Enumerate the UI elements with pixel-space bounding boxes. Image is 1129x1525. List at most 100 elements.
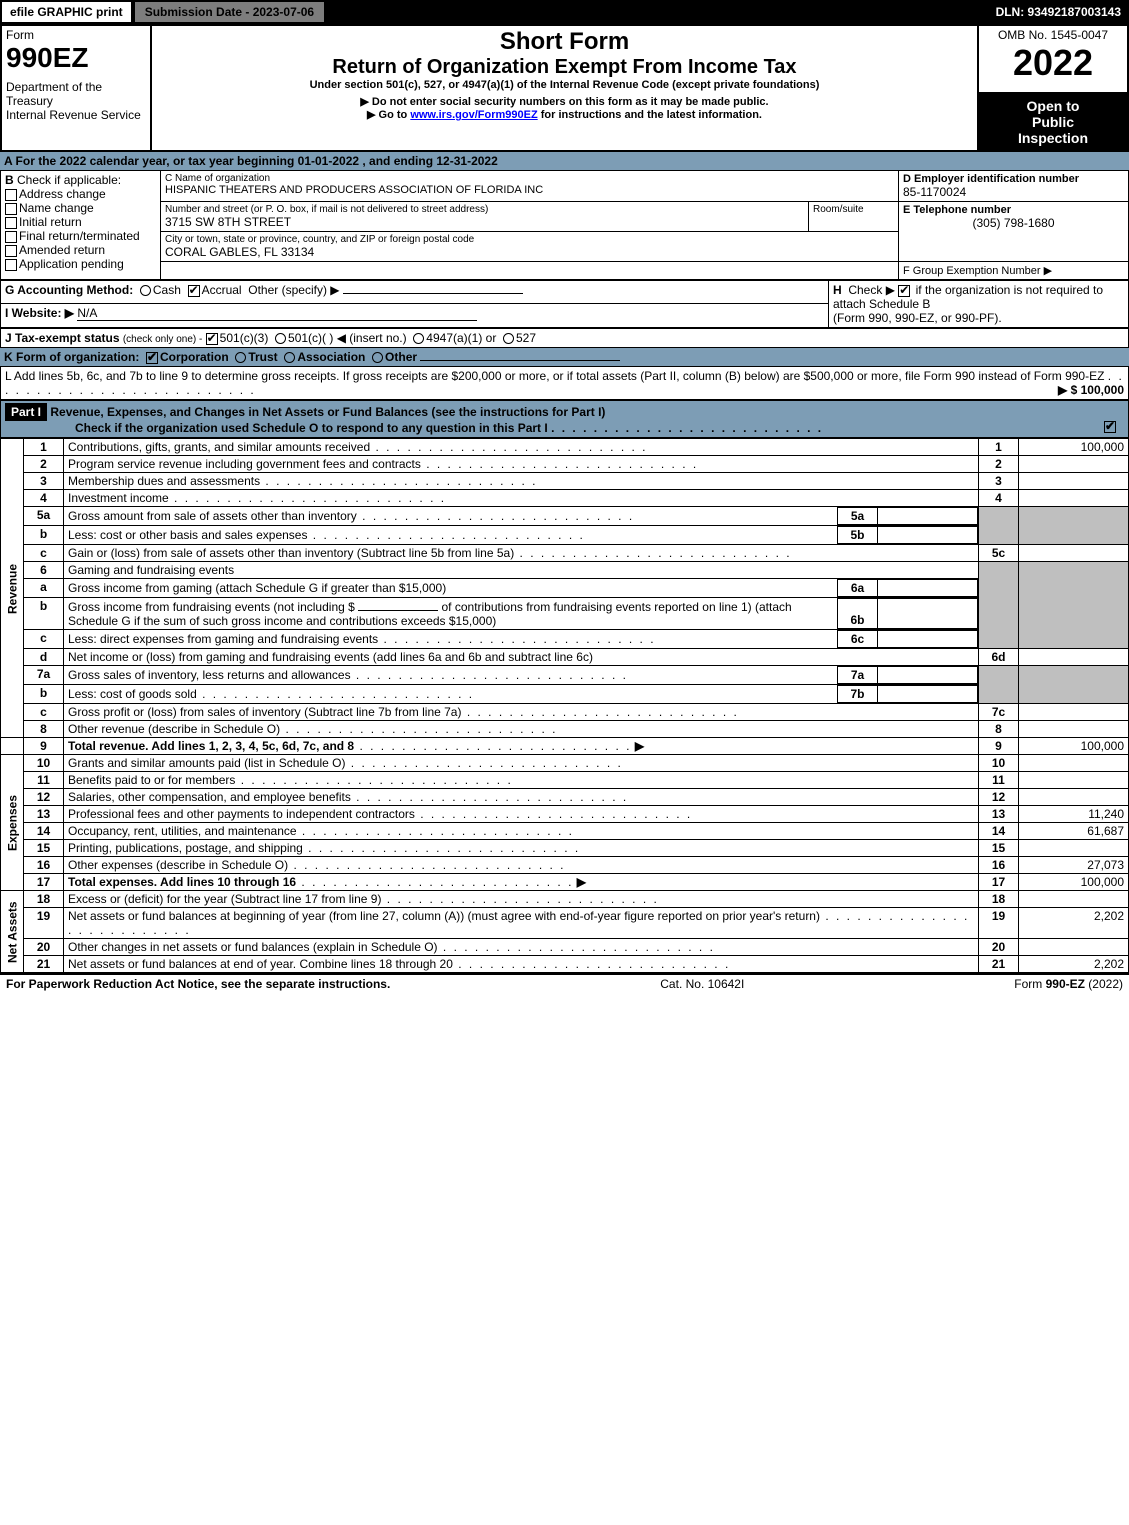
line-5b-ival bbox=[878, 527, 978, 544]
radio-accrual[interactable] bbox=[188, 285, 200, 297]
line-3-amt bbox=[1019, 473, 1129, 490]
line-15-box: 15 bbox=[979, 840, 1019, 857]
line-7b-ibox: 7b bbox=[838, 686, 878, 703]
radio-501c[interactable] bbox=[275, 333, 286, 344]
section-l-amount: ▶ $ 100,000 bbox=[1058, 383, 1124, 397]
line-19-text: Net assets or fund balances at beginning… bbox=[64, 908, 979, 939]
grey-7 bbox=[979, 666, 1019, 704]
ssn-warning: ▶ Do not enter social security numbers o… bbox=[156, 95, 973, 108]
line-11-amt bbox=[1019, 772, 1129, 789]
line-7a-ival bbox=[878, 667, 978, 684]
line-21-box: 21 bbox=[979, 956, 1019, 973]
line-7c-box: 7c bbox=[979, 704, 1019, 721]
irs-link[interactable]: www.irs.gov/Form990EZ bbox=[410, 109, 537, 121]
line-5c-box: 5c bbox=[979, 545, 1019, 562]
line-13-num: 13 bbox=[24, 806, 64, 823]
radio-4947[interactable] bbox=[413, 333, 424, 344]
opt-accrual: Accrual bbox=[202, 283, 242, 297]
line-5b-num: b bbox=[24, 526, 64, 545]
line-5a-num: 5a bbox=[24, 507, 64, 526]
line-4-box: 4 bbox=[979, 490, 1019, 507]
line-7c-amt bbox=[1019, 704, 1129, 721]
accounting-table: G Accounting Method: Cash Accrual Other … bbox=[0, 280, 1129, 328]
dept-irs: Internal Revenue Service bbox=[6, 108, 146, 122]
line-6a-ibox: 6a bbox=[838, 580, 878, 597]
checkbox-final-return[interactable] bbox=[5, 231, 17, 243]
grey-5ab-amt bbox=[1019, 507, 1129, 545]
checkbox-name-change[interactable] bbox=[5, 203, 17, 215]
grey-6 bbox=[979, 562, 1019, 649]
line-18-amt bbox=[1019, 891, 1129, 908]
line-12-box: 12 bbox=[979, 789, 1019, 806]
line-6b-ibox: 6b bbox=[838, 599, 878, 629]
line-13-amt: 11,240 bbox=[1019, 806, 1129, 823]
section-l-text: L Add lines 5b, 6c, and 7b to line 9 to … bbox=[5, 369, 1104, 383]
opt-association: Association bbox=[297, 350, 365, 364]
dept-treasury: Department of the Treasury bbox=[6, 80, 146, 108]
footer-right: Form 990-EZ (2022) bbox=[1014, 977, 1123, 991]
line-16-num: 16 bbox=[24, 857, 64, 874]
line-4-num: 4 bbox=[24, 490, 64, 507]
line-6c-ival bbox=[878, 631, 978, 648]
grey-5ab bbox=[979, 507, 1019, 545]
line-14-text: Occupancy, rent, utilities, and maintena… bbox=[64, 823, 979, 840]
checkbox-schedule-o-part1[interactable] bbox=[1104, 421, 1116, 433]
section-e-tel-label: E Telephone number bbox=[903, 204, 1124, 216]
checkbox-amended-return[interactable] bbox=[5, 245, 17, 257]
line-6c-text: Less: direct expenses from gaming and fu… bbox=[64, 630, 979, 649]
line-18-num: 18 bbox=[24, 891, 64, 908]
checkbox-initial-return[interactable] bbox=[5, 217, 17, 229]
line-6d-num: d bbox=[24, 649, 64, 666]
open-to-public-box: Open to Public Inspection bbox=[979, 94, 1127, 150]
opt-4947: 4947(a)(1) or bbox=[426, 331, 496, 345]
opt-amended-return: Amended return bbox=[19, 243, 105, 257]
line-6c-num: c bbox=[24, 630, 64, 649]
line-20-num: 20 bbox=[24, 939, 64, 956]
line-4-text: Investment income bbox=[64, 490, 979, 507]
line-14-amt: 61,687 bbox=[1019, 823, 1129, 840]
section-f-group-label: F Group Exemption Number ▶ bbox=[903, 264, 1124, 277]
radio-cash[interactable] bbox=[140, 285, 151, 296]
checkbox-address-change[interactable] bbox=[5, 189, 17, 201]
grey-7-amt bbox=[1019, 666, 1129, 704]
section-j-sub: (check only one) - bbox=[123, 334, 202, 345]
line-15-text: Printing, publications, postage, and shi… bbox=[64, 840, 979, 857]
opt-other-specify: Other (specify) ▶ bbox=[248, 283, 339, 297]
checkbox-501c3[interactable] bbox=[206, 333, 218, 345]
street-label: Number and street (or P. O. box, if mail… bbox=[165, 204, 804, 215]
line-19-box: 19 bbox=[979, 908, 1019, 939]
radio-527[interactable] bbox=[503, 333, 514, 344]
line-1-text: Contributions, gifts, grants, and simila… bbox=[64, 439, 979, 456]
short-form-title: Short Form bbox=[156, 28, 973, 56]
checkbox-application-pending[interactable] bbox=[5, 259, 17, 271]
line-7a-num: 7a bbox=[24, 666, 64, 685]
line-19-num: 19 bbox=[24, 908, 64, 939]
main-title: Return of Organization Exempt From Incom… bbox=[156, 56, 973, 79]
page-footer: For Paperwork Reduction Act Notice, see … bbox=[0, 973, 1129, 993]
line-10-amt bbox=[1019, 755, 1129, 772]
radio-association[interactable] bbox=[284, 352, 295, 363]
radio-other-org[interactable] bbox=[372, 352, 383, 363]
opt-name-change: Name change bbox=[19, 201, 94, 215]
subtitle: Under section 501(c), 527, or 4947(a)(1)… bbox=[156, 79, 973, 91]
line-6b-text: Gross income from fundraising events (no… bbox=[64, 598, 979, 630]
line-16-box: 16 bbox=[979, 857, 1019, 874]
line-8-box: 8 bbox=[979, 721, 1019, 738]
line-16-amt: 27,073 bbox=[1019, 857, 1129, 874]
line-5a-ival bbox=[878, 508, 978, 525]
grey-6-amt bbox=[1019, 562, 1129, 649]
line-5c-text: Gain or (loss) from sale of assets other… bbox=[64, 545, 979, 562]
checkbox-schedule-b[interactable] bbox=[898, 285, 910, 297]
line-5c-amt bbox=[1019, 545, 1129, 562]
other-specify-input[interactable] bbox=[343, 293, 523, 294]
radio-trust[interactable] bbox=[235, 352, 246, 363]
part-i-title: Revenue, Expenses, and Changes in Net As… bbox=[50, 405, 605, 419]
line-10-num: 10 bbox=[24, 755, 64, 772]
line-1-num: 1 bbox=[24, 439, 64, 456]
opt-501c3: 501(c)(3) bbox=[220, 331, 269, 345]
checkbox-corporation[interactable] bbox=[146, 352, 158, 364]
efile-print-label[interactable]: efile GRAPHIC print bbox=[0, 0, 133, 24]
goto-instructions: ▶ Go to www.irs.gov/Form990EZ for instru… bbox=[156, 108, 973, 121]
opt-527: 527 bbox=[516, 331, 536, 345]
line-1-box: 1 bbox=[979, 439, 1019, 456]
